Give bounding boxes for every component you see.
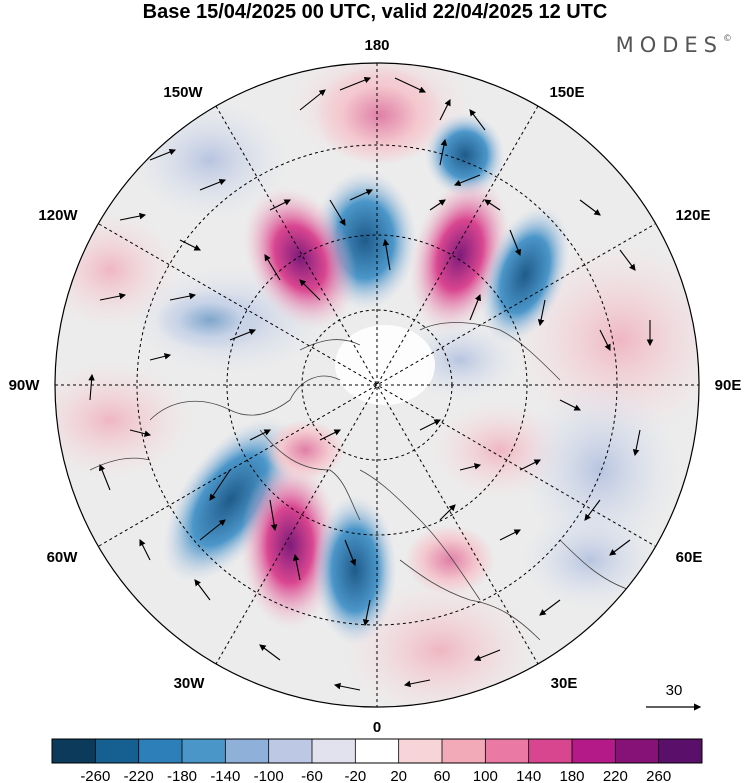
anomaly-negative [162,417,298,583]
lon-label-150w: 150W [163,84,203,101]
colorbar-swatch [138,739,183,763]
colorbar-tick-label: 260 [646,768,671,783]
colorbar-swatch [95,739,140,763]
colorbar-tick-label: -100 [254,768,284,783]
colorbar-swatch [268,739,313,763]
colorbar-swatch [225,739,270,763]
lon-label-0: 0 [373,719,381,736]
lon-label-30e: 30E [551,675,578,692]
anomaly-positive [405,525,495,595]
colorbar-tick-label: -20 [344,768,366,783]
colorbar-tick-label: -60 [301,768,323,783]
colorbar-swatch [398,739,443,763]
anomaly-weak-positive [340,580,540,707]
map-boundary [54,62,700,708]
map-title: Base 15/04/2025 00 UTC, valid 22/04/2025… [142,1,608,23]
anomaly-negative [480,205,570,345]
anomaly-weak-negative [520,510,660,610]
wind-vectors [88,76,654,691]
colorbar-tick-label: -180 [167,768,197,783]
modes-logo: MODES© [616,33,732,57]
colorbar-tick-label: 60 [434,768,451,783]
anomaly-weak-positive [55,360,195,480]
colorbar-tick-label: 20 [390,768,407,783]
lon-label-180: 180 [364,37,389,54]
lon-label-90e: 90E [715,377,742,394]
colorbar-swatch [485,739,530,763]
graticule [55,63,699,707]
colorbar-swatch [528,739,573,763]
colorbar-tick-label: -140 [210,768,240,783]
anomaly-positive [243,186,357,330]
lon-label-60e: 60E [676,549,703,566]
map-field [55,63,699,707]
lon-label-90w: 90W [9,377,41,394]
reference-vector-label: 30 [666,682,683,699]
colorbar-swatch [355,739,400,763]
lon-label-30w: 30W [174,675,206,692]
colorbar-tick-label: -220 [124,768,154,783]
colorbar-tick-label: -260 [80,768,110,783]
colorbar-swatch [52,739,96,763]
colorbar-tick-label: 220 [603,768,628,783]
lon-label-120w: 120W [38,207,78,224]
colorbar [51,738,703,764]
anomaly-positive [315,65,445,165]
anomaly-negative [313,495,397,645]
colorbar-ticks: -260 -220 -180 -140 -100 -60 -20 20 60 100 140 180 2… [80,739,671,783]
colorbar-tick-label: 180 [559,768,584,783]
lon-label-60w: 60W [47,549,79,566]
logo-mark: © [723,34,732,44]
colorbar-tick-label: 140 [516,768,541,783]
anomaly-positive [265,420,345,480]
logo-text: MODES [615,33,723,57]
colorbar-swatch [312,739,356,763]
colorbar-tick-label: 100 [473,768,498,783]
lon-label-120e: 120E [675,207,710,224]
anomaly-negative [155,290,265,350]
colorbar-swatch [572,739,616,763]
colorbar-swatch [615,739,660,763]
anomaly-negative [425,113,505,197]
lon-label-150e: 150E [549,84,584,101]
colorbar-swatch [442,739,486,763]
coastlines [89,322,631,641]
colorbar-swatch [658,739,703,763]
colorbar-border [51,738,703,764]
colorbar-swatch [182,739,226,763]
